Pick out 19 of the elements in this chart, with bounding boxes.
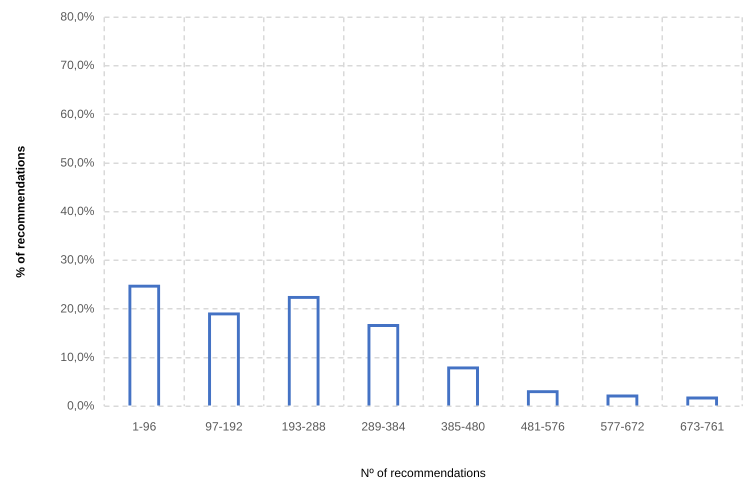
y-tick-label: 80,0% [60,10,95,24]
y-tick-label: 60,0% [60,106,95,121]
x-tick-label: 673-761 [680,420,724,434]
y-tick-label: 70,0% [60,58,95,72]
y-tick-label: 0,0% [67,398,95,413]
y-axis-title: % of recommendations [14,145,28,278]
y-tick-label: 40,0% [60,204,95,218]
x-tick-label: 1-96 [132,420,157,434]
x-tick-label: 289-384 [361,420,406,434]
y-tick-label: 20,0% [60,301,95,316]
x-tick-label: 481-576 [520,420,566,434]
y-tick-label: 30,0% [60,252,95,267]
x-tick-label: 97-192 [205,420,243,434]
x-tick-label: 385-480 [441,420,486,434]
x-tick-label: 193-288 [282,420,326,434]
y-tick-label: 10,0% [60,350,95,364]
x-axis-title: Nº of recommendations [360,466,486,480]
y-tick-label: 50,0% [60,155,95,170]
x-tick-label: 577-672 [600,420,645,434]
